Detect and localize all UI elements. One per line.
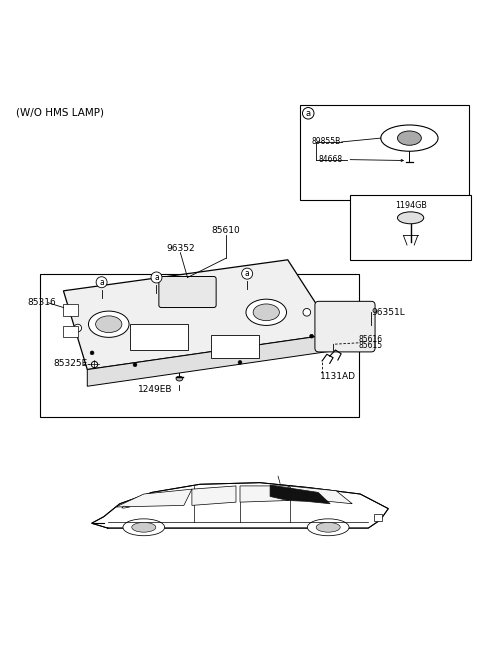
Ellipse shape	[176, 376, 183, 381]
Text: a: a	[306, 109, 311, 118]
Text: 85610: 85610	[211, 226, 240, 234]
Polygon shape	[87, 334, 336, 386]
Ellipse shape	[96, 316, 122, 332]
Text: 85325E: 85325E	[53, 359, 87, 368]
Ellipse shape	[307, 519, 349, 536]
Circle shape	[303, 309, 311, 316]
Text: 85616: 85616	[359, 335, 383, 344]
Ellipse shape	[316, 522, 340, 532]
Polygon shape	[92, 483, 388, 528]
Ellipse shape	[397, 212, 424, 224]
Ellipse shape	[253, 304, 279, 320]
Text: a: a	[154, 273, 159, 282]
Polygon shape	[192, 486, 236, 505]
Circle shape	[74, 324, 82, 332]
Bar	[63, 304, 78, 316]
Ellipse shape	[88, 311, 129, 338]
Ellipse shape	[246, 299, 287, 326]
Text: 85316: 85316	[28, 298, 56, 307]
Polygon shape	[240, 486, 288, 502]
FancyBboxPatch shape	[159, 276, 216, 307]
Polygon shape	[122, 506, 130, 508]
Ellipse shape	[123, 519, 165, 536]
Text: 96351L: 96351L	[371, 308, 405, 316]
Bar	[300, 105, 469, 200]
Ellipse shape	[132, 522, 156, 532]
Text: 1131AD: 1131AD	[320, 372, 356, 381]
Text: 1194GB: 1194GB	[395, 201, 427, 210]
Text: a: a	[245, 269, 250, 278]
Text: 89855B: 89855B	[312, 138, 341, 147]
Text: 1249EB: 1249EB	[138, 385, 173, 394]
Circle shape	[310, 334, 313, 338]
Polygon shape	[288, 486, 352, 504]
Ellipse shape	[381, 125, 438, 151]
Polygon shape	[63, 260, 336, 370]
Text: 84668: 84668	[319, 155, 343, 164]
Text: a: a	[99, 278, 104, 287]
Circle shape	[238, 361, 242, 365]
Bar	[39, 274, 360, 417]
Polygon shape	[116, 489, 192, 507]
Bar	[350, 195, 471, 260]
Bar	[130, 324, 188, 351]
Text: (W/O HMS LAMP): (W/O HMS LAMP)	[16, 107, 104, 117]
Text: 85615: 85615	[359, 342, 383, 350]
Bar	[63, 326, 78, 337]
Bar	[374, 515, 382, 520]
Circle shape	[90, 351, 94, 355]
Ellipse shape	[397, 131, 421, 145]
Text: 96352: 96352	[166, 243, 195, 253]
Bar	[211, 335, 259, 358]
Circle shape	[133, 363, 137, 367]
Polygon shape	[270, 485, 330, 504]
FancyBboxPatch shape	[315, 301, 375, 352]
